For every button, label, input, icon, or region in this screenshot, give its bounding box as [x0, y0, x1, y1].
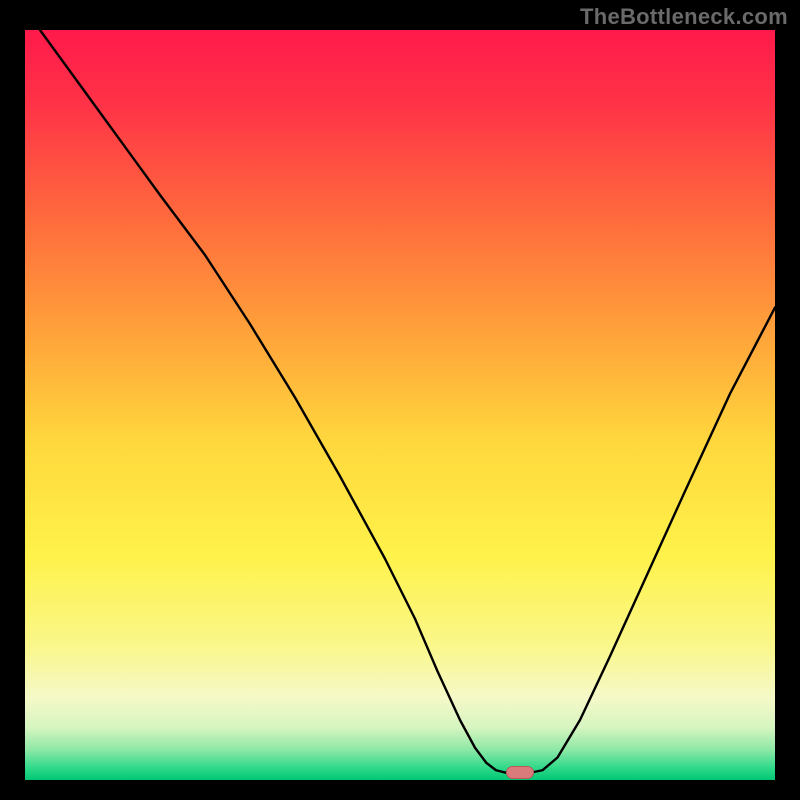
- image-root: TheBottleneck.com: [0, 0, 800, 800]
- plot-area: [25, 30, 775, 775]
- optimal-marker: [25, 30, 775, 780]
- watermark-text: TheBottleneck.com: [580, 4, 788, 30]
